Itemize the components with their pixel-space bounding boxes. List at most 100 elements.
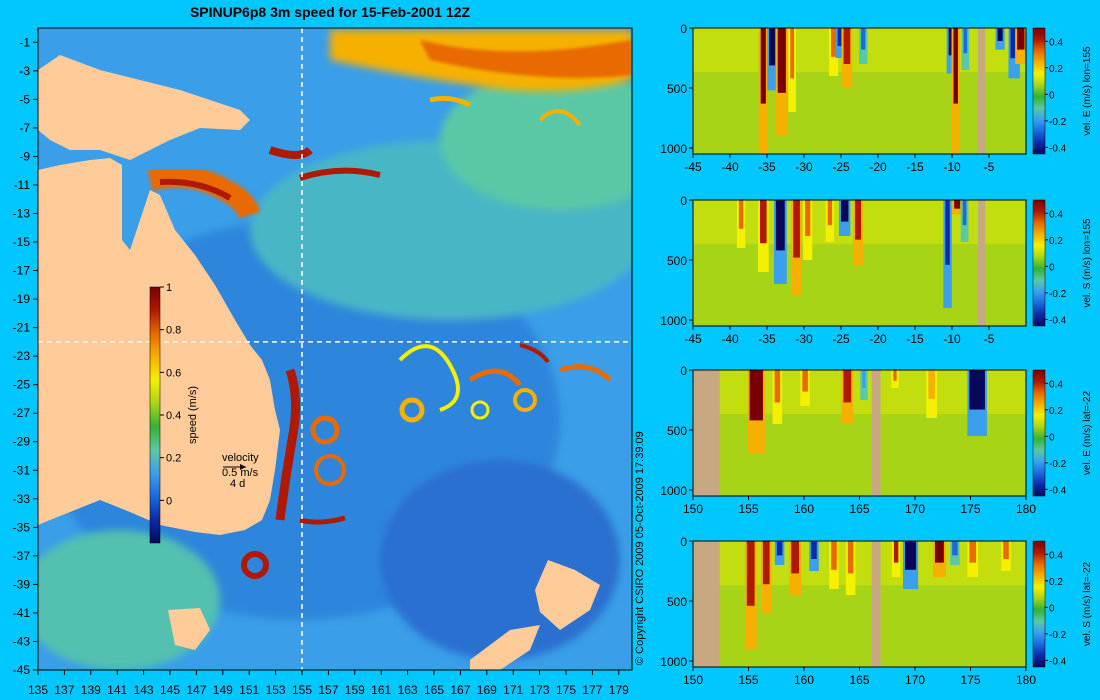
section-field xyxy=(693,28,1026,154)
section-colorbar-bar xyxy=(1032,27,1046,155)
speed-colorbar-tick-label: 0.8 xyxy=(166,325,181,337)
section-colorbar-bar xyxy=(1032,369,1046,497)
map-lon-tick-label: 149 xyxy=(213,683,233,697)
section-x-tick-label: 160 xyxy=(794,673,814,687)
section-frame xyxy=(692,199,1027,327)
section-land xyxy=(871,370,881,496)
section-x-tick-label: -30 xyxy=(795,160,813,174)
map-frame xyxy=(37,27,633,671)
section-field xyxy=(693,200,1026,326)
section-feature-core xyxy=(790,28,795,79)
section-x-tick-label: -10 xyxy=(943,160,961,174)
section-feature-core xyxy=(831,28,837,57)
speed-colorbar-tick-label: 0 xyxy=(166,495,172,507)
section-x-tick-label: -35 xyxy=(758,160,776,174)
section-colorbar-tick-label: -0.4 xyxy=(1049,656,1067,667)
map-lon-tick-label: 161 xyxy=(371,683,391,697)
section-colorbar-tick-label: 0.4 xyxy=(1049,550,1063,561)
map-lon-tick-label: 147 xyxy=(186,683,206,697)
map-lon-tick-label: 177 xyxy=(582,683,602,697)
section-colorbar-label: vel. E (m/s) lat=-22 xyxy=(1082,390,1093,475)
section-feature-core xyxy=(969,370,985,410)
section-feature-core xyxy=(793,200,800,258)
section-feature-core xyxy=(945,200,950,265)
section-feature-core xyxy=(802,370,808,392)
map-lon-tick-label: 145 xyxy=(160,683,180,697)
map-lat-tick-label: -37 xyxy=(13,549,31,563)
section-x-tick-label: -45 xyxy=(684,160,702,174)
section-feature-core xyxy=(827,200,833,226)
section-feature-core xyxy=(953,28,958,104)
section-panel-2: -45 -40 -35 -30 -25 -20 -15 -10 -5 0 500 1000 0.4 0.2… xyxy=(660,194,1093,346)
section-panel-4: 150 155 160 165 170 175 180 0 500 1000 0.4 0.2 0 -0.2… xyxy=(660,535,1093,687)
section-feature-core xyxy=(934,541,944,563)
section-y-tick-label: 500 xyxy=(667,595,687,609)
map-lon-tick-label: 135 xyxy=(28,683,48,697)
section-feature-core xyxy=(860,28,866,50)
section-colorbar-tick-label: -0.2 xyxy=(1049,289,1067,300)
section-y-tick-label: 1000 xyxy=(660,484,687,498)
land-tasmania xyxy=(168,608,210,650)
section-panel-3: 150 155 160 165 170 175 180 0 500 1000 0.4 0.2 0 -0.2… xyxy=(660,364,1093,516)
map-lat-tick-label: -9 xyxy=(19,149,30,163)
speed-colorbar-label: speed (m/s) xyxy=(187,386,199,444)
map-lon-tick-label: 141 xyxy=(107,683,127,697)
map-lat-tick-label: -21 xyxy=(13,321,31,335)
map-lat-tick-label: -15 xyxy=(13,235,31,249)
section-colorbar-tick-label: -0.4 xyxy=(1049,143,1067,154)
section-feature-core xyxy=(1003,541,1009,559)
section-feature-core xyxy=(862,370,866,388)
map-lon-tick-label: 165 xyxy=(424,683,444,697)
section-colorbar-tick-label: 0.2 xyxy=(1049,236,1063,247)
map-lon-tick-label: 143 xyxy=(134,683,154,697)
section-colorbar-tick-label: 0.4 xyxy=(1049,209,1063,220)
section-x-tick-label: 175 xyxy=(960,502,980,516)
section-feature-core xyxy=(954,200,961,209)
section-feature-core xyxy=(776,541,783,556)
section-x-tick-label: -35 xyxy=(758,332,776,346)
section-feature-core xyxy=(769,28,776,66)
section-colorbar-tick-label: -0.4 xyxy=(1049,485,1067,496)
velocity-key-speed: 0.5 m/s xyxy=(222,467,259,479)
section-colorbar-tick-label: 0.2 xyxy=(1049,577,1063,588)
speed-colorbar: 1 0.8 0.6 0.4 0.2 0 speed (m/s) xyxy=(149,282,199,544)
section-x-tick-label: 170 xyxy=(905,502,925,516)
section-colorbar-tick-label: 0 xyxy=(1049,262,1055,273)
section-feature-core xyxy=(760,28,766,104)
section-x-tick-label: -20 xyxy=(869,332,887,346)
map-lon-tick-label: 151 xyxy=(239,683,259,697)
section-feature-core xyxy=(893,370,897,381)
map-lat-tick-label: -39 xyxy=(13,577,31,591)
map-axis-ticks: 135 137 139 141 143 145 147 149 151 153 155 157 159 1… xyxy=(13,35,629,697)
section-feature-core xyxy=(775,200,785,251)
section-colorbar-tick-label: 0.2 xyxy=(1049,406,1063,417)
section-land xyxy=(693,541,720,667)
speed-colorbar-bar xyxy=(149,286,161,544)
section-x-tick-label: -40 xyxy=(721,332,739,346)
speed-colorbar-tick-label: 0.4 xyxy=(166,410,181,422)
section-y-tick-label: 500 xyxy=(667,82,687,96)
section-feature-core xyxy=(791,541,800,574)
section-colorbar-bar xyxy=(1032,540,1046,668)
map-lat-tick-label: -17 xyxy=(13,264,31,278)
section-land xyxy=(871,541,881,667)
section-x-tick-label: 150 xyxy=(683,502,703,516)
section-colorbar-label: vel. S (m/s) lat=-22 xyxy=(1082,561,1093,646)
section-feature-core xyxy=(762,541,770,585)
section-colorbar-tick-label: 0.4 xyxy=(1049,379,1063,390)
section-y-tick-label: 500 xyxy=(667,254,687,268)
section-colorbar-tick-label: 0 xyxy=(1049,603,1055,614)
section-land xyxy=(693,370,720,496)
velocity-key-arrowhead xyxy=(240,464,246,470)
section-x-tick-label: -15 xyxy=(906,160,924,174)
section-panel-1: -45 -40 -35 -30 -25 -20 -15 -10 -5 0 500 1000 0.4 0.2… xyxy=(660,22,1093,174)
map-lat-tick-label: -7 xyxy=(19,121,30,135)
section-x-tick-label: 165 xyxy=(849,673,869,687)
section-x-tick-label: -40 xyxy=(721,160,739,174)
land-new-zealand-north xyxy=(535,560,600,630)
section-feature-core xyxy=(1010,28,1018,59)
map-lon-tick-label: 169 xyxy=(477,683,497,697)
section-x-tick-label: 175 xyxy=(960,673,980,687)
section-feature-core xyxy=(837,28,842,46)
section-x-tick-label: -25 xyxy=(832,160,850,174)
